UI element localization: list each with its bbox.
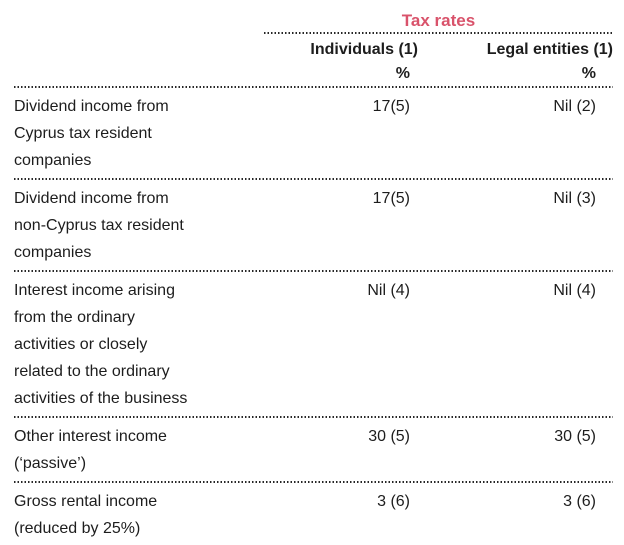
table-row: Other interest income (‘passive’) 30 (5)… <box>14 418 613 481</box>
title-row-spacer <box>14 10 264 32</box>
row-label: Dividend income from non-Cyprus tax resi… <box>14 190 184 261</box>
dotted-separator <box>14 270 613 272</box>
dotted-separator <box>14 481 613 483</box>
column-header-row: Individuals (1) Legal entities (1) <box>14 34 613 63</box>
row-label: Other interest income (‘passive’) <box>14 428 167 472</box>
table-row: Interest income arising from the ordinar… <box>14 272 613 416</box>
legal-entities-value: 3 (6) <box>563 493 596 510</box>
legal-entities-unit: % <box>581 65 596 82</box>
row-label: Gross rental income (reduced by 25%) <box>14 493 158 537</box>
unit-row: % % <box>14 63 613 86</box>
individuals-column-header: Individuals (1) <box>310 41 418 58</box>
legal-entities-value: 30 (5) <box>554 428 596 445</box>
individuals-unit: % <box>395 65 410 82</box>
column-header-spacer <box>14 34 264 63</box>
legal-entities-value: Nil (4) <box>553 282 596 299</box>
table-row: Dividend income from non-Cyprus tax resi… <box>14 180 613 270</box>
row-label: Interest income arising from the ordinar… <box>14 282 188 407</box>
individuals-value: 3 (6) <box>377 493 410 510</box>
individuals-value: Nil (4) <box>367 282 410 299</box>
tax-rates-title: Tax rates <box>401 11 476 30</box>
individuals-value: 17(5) <box>372 98 410 115</box>
legal-entities-column-header: Legal entities (1) <box>486 41 613 58</box>
dotted-separator <box>14 178 613 180</box>
individuals-value: 17(5) <box>372 190 410 207</box>
unit-row-spacer <box>14 63 264 86</box>
table-row: Dividend income from Cyprus tax resident… <box>14 88 613 178</box>
dotted-separator <box>14 416 613 418</box>
title-underline-row <box>14 32 613 34</box>
individuals-value: 30 (5) <box>368 428 410 445</box>
title-row: Tax rates <box>14 10 613 32</box>
legal-entities-value: Nil (3) <box>553 190 596 207</box>
legal-entities-value: Nil (2) <box>553 98 596 115</box>
dotted-separator <box>14 86 613 88</box>
row-label: Dividend income from Cyprus tax resident… <box>14 98 169 169</box>
table-row: Gross rental income (reduced by 25%) 3 (… <box>14 483 613 545</box>
title-dotted-underline <box>264 32 613 34</box>
